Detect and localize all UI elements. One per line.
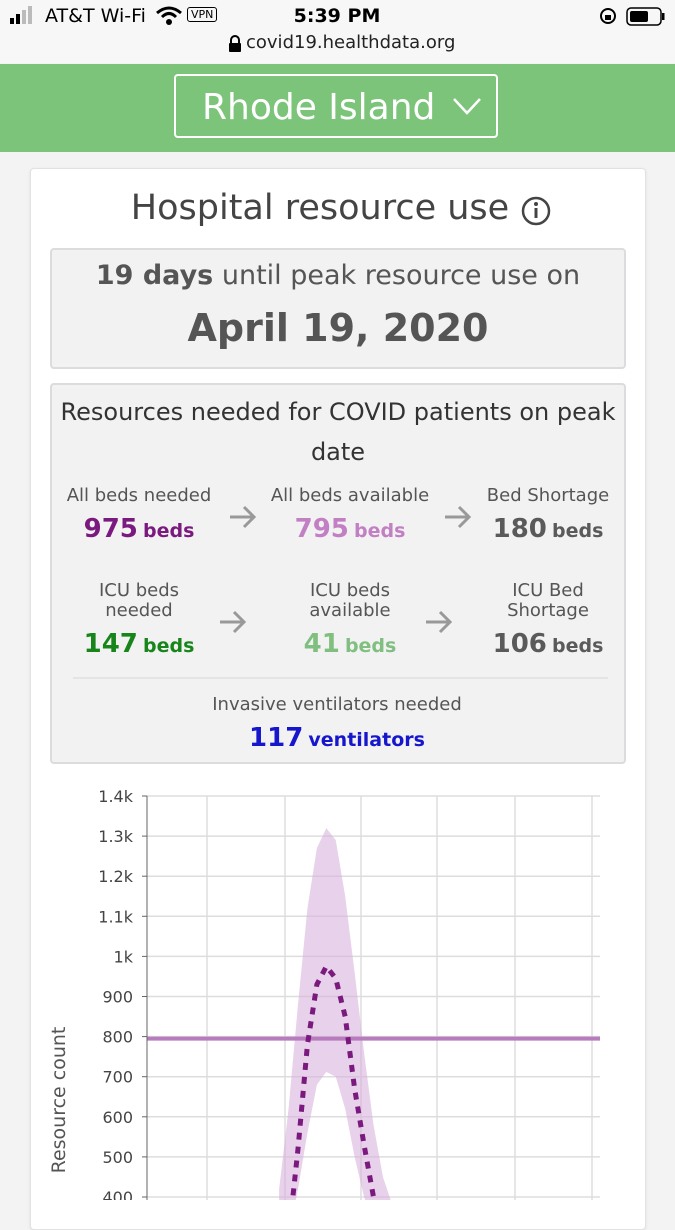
signal-icon <box>10 6 32 24</box>
series-line <box>290 961 377 1200</box>
stat-unit: beds <box>551 520 604 542</box>
stat-value-line: 147 beds <box>49 629 229 659</box>
stat-value: 41 <box>303 629 340 659</box>
stat-value: 795 <box>294 514 349 544</box>
location: Rhode Island <box>202 87 436 128</box>
stat-unit: beds <box>353 520 406 542</box>
y-tick-label: 1.2k <box>98 867 133 886</box>
stat-label: ICU beds available <box>309 580 391 621</box>
y-tick-label: 600 <box>102 1108 133 1127</box>
stat-value-line: 106 beds <box>458 629 638 659</box>
stat-unit: ventilators <box>308 729 425 751</box>
stat-label: All beds available <box>270 485 430 506</box>
stat-value: 147 <box>83 629 138 659</box>
y-tick-label: 1k <box>114 947 134 966</box>
x-grid <box>206 796 593 1200</box>
y-axis-label: Resource count <box>48 1027 70 1174</box>
stat-value: 117 <box>249 723 304 753</box>
y-tick-label: 1.3k <box>98 827 133 846</box>
stat-value: 106 <box>492 629 547 659</box>
stat-value: 180 <box>492 514 547 544</box>
y-tick-label: 1.1k <box>98 907 133 926</box>
uncertainty-band <box>279 828 391 1200</box>
y-tick-label: 700 <box>102 1068 133 1087</box>
stat-label: ICU Bed Shortage <box>507 580 589 621</box>
plot-area <box>147 795 600 1200</box>
stat-value-line: 180 beds <box>458 514 638 544</box>
stat-value-line: 117 ventilators <box>187 723 487 753</box>
icu-stat: ICU beds needed 147 beds <box>49 580 229 660</box>
stat-unit: beds <box>142 520 195 542</box>
url[interactable]: covid19.healthdata.org <box>246 32 456 53</box>
bed-stat: All beds needed 975 beds <box>49 485 229 545</box>
stat-value-line: 795 beds <box>260 514 440 544</box>
icu-stat: ICU Bed Shortage 106 beds <box>458 580 638 660</box>
panel-title: Hospital resource use <box>130 188 510 228</box>
peak-days: 19 days <box>95 260 214 291</box>
battery-icon <box>600 7 665 26</box>
status-bar: AT&T Wi-Fi VPN 5:39 PM covid19.healthdat… <box>0 0 675 63</box>
icu-stat: ICU beds available 41 beds <box>260 580 440 660</box>
wifi-icon <box>156 6 182 25</box>
carrier: AT&T Wi-Fi <box>45 5 146 27</box>
peak-date: April 19, 2020 <box>187 306 489 350</box>
peak-text: until peak resource use on <box>221 260 581 291</box>
bed-stat: All beds available 795 beds <box>260 485 440 545</box>
chart: Resource count 1.4k 1.3k 1.2k 1.1k 1k 900 800 7… <box>48 787 600 1200</box>
stat-unit: beds <box>551 635 604 657</box>
y-tick-label: 500 <box>102 1148 133 1167</box>
location-select[interactable]: Rhode Island <box>174 74 498 138</box>
stat-value: 975 <box>83 514 138 544</box>
y-tick-label: 400 <box>102 1188 133 1200</box>
clock: 5:39 PM <box>293 5 381 27</box>
chevron <box>453 98 481 115</box>
resources-title: Resources needed for COVID patients on p… <box>60 398 616 466</box>
bed-stat: Bed Shortage 180 beds <box>458 485 638 545</box>
y-tick-label: 800 <box>102 1028 133 1047</box>
info-icon[interactable] <box>520 195 552 227</box>
vpn-badge: VPN <box>187 7 218 22</box>
stat-value-line: 975 beds <box>49 514 229 544</box>
ventilator-stat: Invasive ventilators needed 117 ventilato… <box>187 694 487 754</box>
lock-icon <box>229 35 241 52</box>
y-tick-label: 1.4k <box>98 787 133 806</box>
stat-label: Invasive ventilators needed <box>212 694 462 715</box>
stat-value-line: 41 beds <box>260 629 440 659</box>
y-tick-label: 900 <box>102 988 133 1007</box>
stat-label: All beds needed <box>66 485 212 506</box>
peak-box <box>50 248 626 369</box>
peak-line: 19 days until peak resource use on <box>50 260 626 291</box>
stat-label: ICU beds needed <box>98 580 180 621</box>
stat-unit: beds <box>142 635 195 657</box>
stat-unit: beds <box>344 635 397 657</box>
stat-label: Bed Shortage <box>486 485 610 506</box>
resources-box <box>50 383 626 764</box>
